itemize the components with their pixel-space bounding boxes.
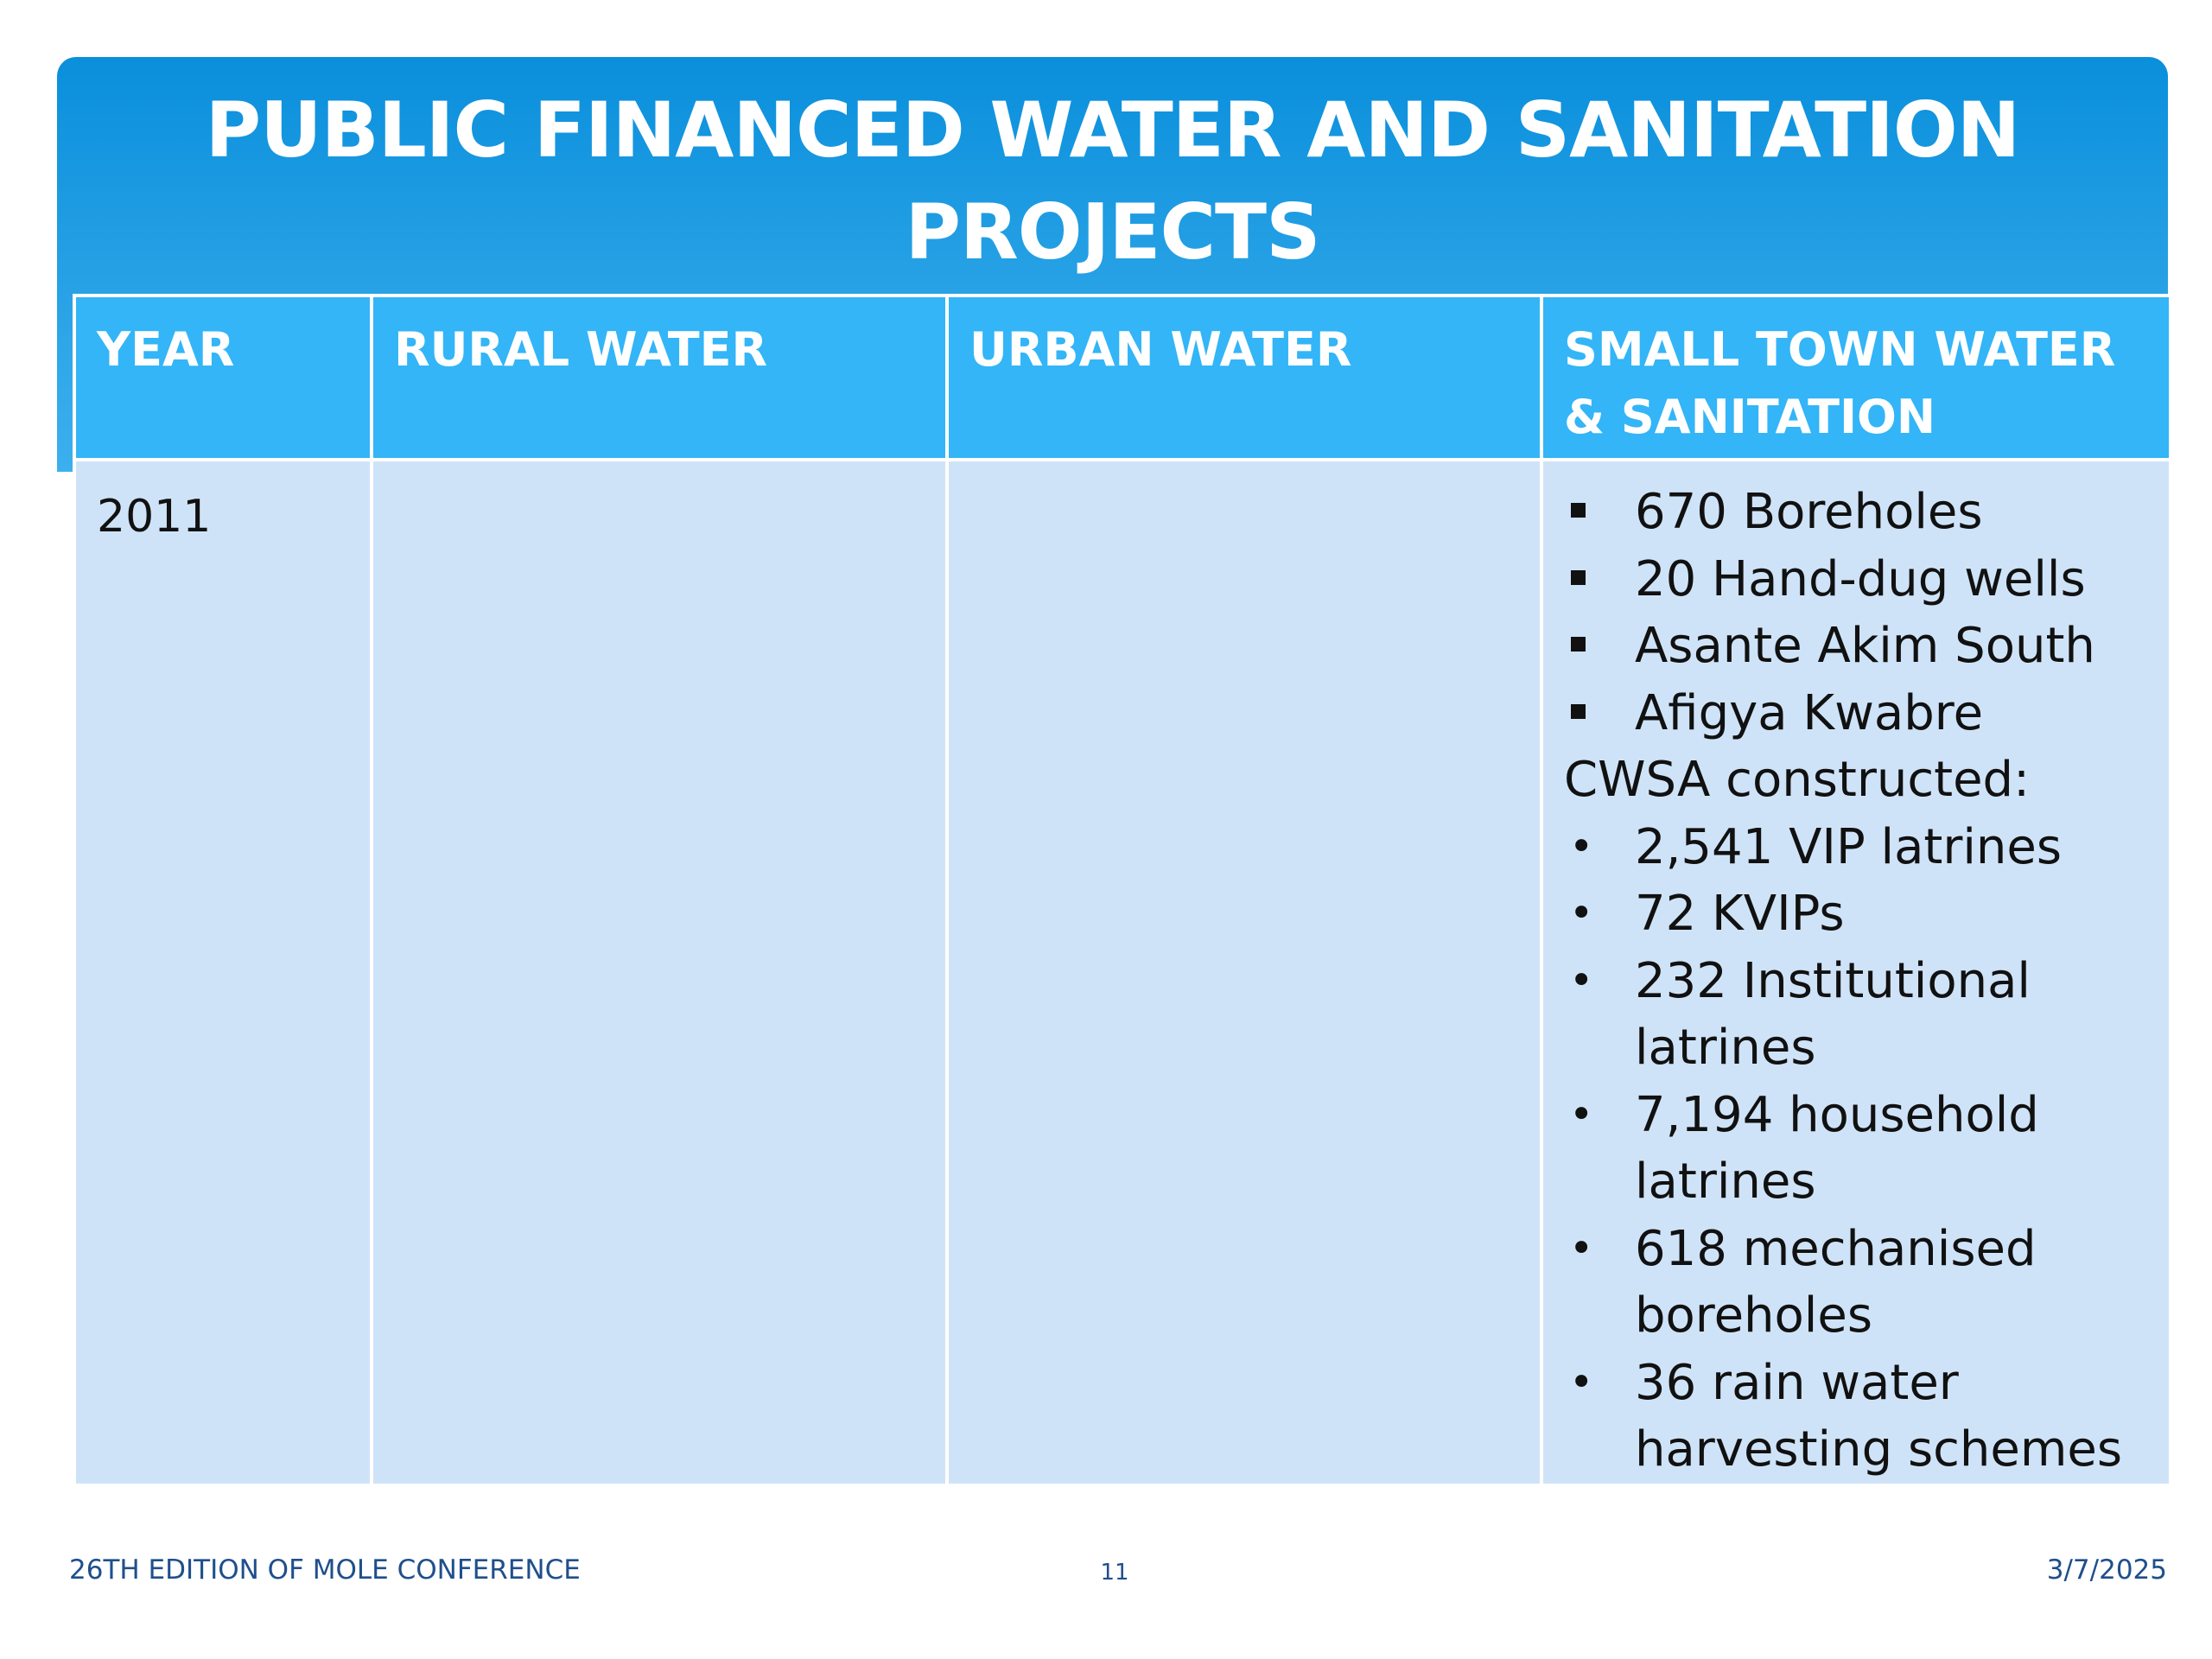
slide-title: PUBLIC FINANCED WATER AND SANITATION PRO… <box>205 86 2021 276</box>
square-bullet-list: 670 Boreholes 20 Hand-dug wells Asante A… <box>1564 479 2148 747</box>
cell-rural-water <box>370 458 949 1487</box>
header-small-town: SMALL TOWN WATER & SANITATION <box>1540 294 2172 461</box>
dot-bullet-icon: • <box>1569 889 1594 938</box>
dot-bullet-icon: • <box>1569 822 1594 871</box>
dot-bullet-icon: • <box>1569 1224 1594 1273</box>
dot-bullet-icon: • <box>1569 956 1594 1005</box>
list-item: • 2,541 VIP latrines <box>1564 814 2148 881</box>
dot-bullet-icon: • <box>1569 1090 1594 1139</box>
cell-small-town: 670 Boreholes 20 Hand-dug wells Asante A… <box>1540 458 2172 1487</box>
list-item: 670 Boreholes <box>1564 479 2148 546</box>
cell-year: 2011 <box>73 458 373 1487</box>
list-item: Afigya Kwabre <box>1564 680 2148 747</box>
square-bullet-icon <box>1571 703 1586 719</box>
square-bullet-icon <box>1571 637 1586 652</box>
header-urban-water: URBAN WATER <box>945 294 1543 461</box>
list-item: Asante Akim South <box>1564 613 2148 680</box>
table-header-row: YEAR RURAL WATER URBAN WATER SMALL TOWN … <box>73 294 2172 461</box>
footer-conference-name: 26TH EDITION OF MOLE CONFERENCE <box>69 1554 581 1586</box>
list-item: • 36 rain water harvesting schemes <box>1564 1350 2148 1484</box>
list-item: 20 Hand-dug wells <box>1564 546 2148 613</box>
cell-urban-water <box>945 458 1543 1487</box>
dot-bullet-icon: • <box>1569 1357 1594 1407</box>
cwsa-intro: CWSA constructed: <box>1564 752 2030 808</box>
list-item: • 618 mechanised boreholes <box>1564 1216 2148 1350</box>
list-item: • 232 Institutional latrines <box>1564 948 2148 1082</box>
list-item: • 7,194 household latrines <box>1564 1082 2148 1216</box>
footer-date: 3/7/2025 <box>2046 1554 2167 1586</box>
table-row: 2011 670 Boreholes 20 Hand-dug wells Asa… <box>73 458 2172 1487</box>
dot-bullet-list: • 2,541 VIP latrines • 72 KVIPs • 232 Insti… <box>1564 814 2148 1484</box>
header-rural-water: RURAL WATER <box>370 294 949 461</box>
projects-table: YEAR RURAL WATER URBAN WATER SMALL TOWN … <box>73 294 2172 1487</box>
square-bullet-icon <box>1571 569 1586 585</box>
footer-page-number: 11 <box>1100 1560 1129 1586</box>
square-bullet-icon <box>1571 503 1586 518</box>
header-year: YEAR <box>73 294 373 461</box>
list-item: • 72 KVIPs <box>1564 880 2148 948</box>
